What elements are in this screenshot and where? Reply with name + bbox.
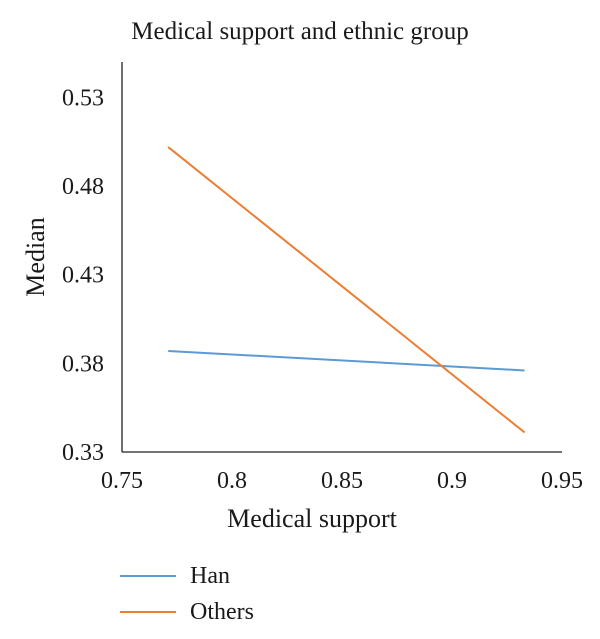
legend-item-han: Han <box>120 558 254 594</box>
y-tick-label: 0.38 <box>62 351 104 377</box>
y-axis-label: Median <box>21 217 50 296</box>
x-tick-label: 0.95 <box>541 468 583 494</box>
chart-ticks: 0.75 0.8 0.85 0.9 0.95 0.33 0.38 0.43 0.48 0.53 <box>62 85 583 494</box>
legend-swatch-han <box>120 575 176 577</box>
y-tick-label: 0.53 <box>62 85 104 111</box>
legend-swatch-others <box>120 611 176 613</box>
chart-axis-labels: Medical support Median <box>21 217 398 533</box>
x-tick-label: 0.9 <box>437 468 467 494</box>
chart-series <box>167 146 526 434</box>
chart-legend: Han Others <box>120 558 254 630</box>
y-tick-label: 0.33 <box>62 440 104 466</box>
chart-title: Medical support and ethnic group <box>131 18 469 45</box>
x-tick-label: 0.85 <box>321 468 363 494</box>
x-axis-label: Medical support <box>227 504 397 533</box>
x-tick-label: 0.8 <box>217 468 247 494</box>
x-tick-label: 0.75 <box>101 468 143 494</box>
series-line-han <box>168 349 525 372</box>
legend-label-others: Others <box>190 598 254 625</box>
chart-axes <box>121 62 562 453</box>
y-tick-label: 0.43 <box>62 263 104 289</box>
legend-item-others: Others <box>120 594 254 630</box>
series-line-others <box>167 146 526 434</box>
y-tick-label: 0.48 <box>62 174 104 200</box>
legend-label-han: Han <box>190 562 230 589</box>
